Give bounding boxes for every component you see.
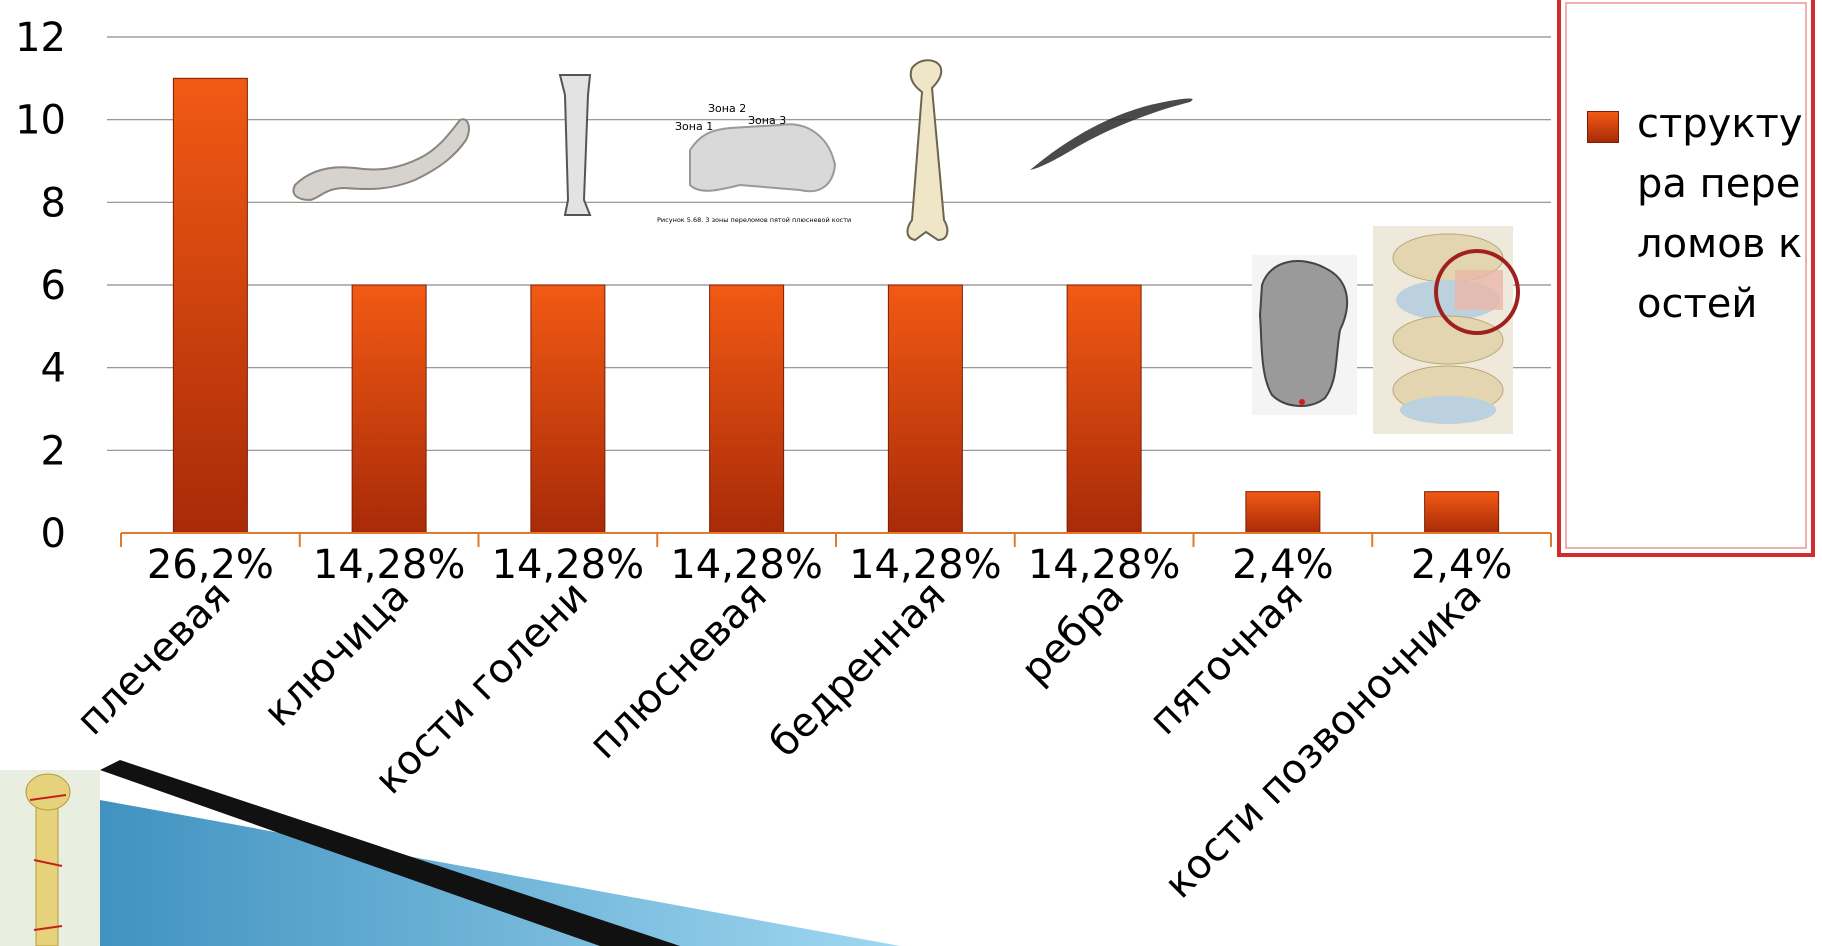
bar	[709, 284, 785, 534]
y-tick-label: 6	[41, 263, 66, 309]
category-label: плюсневая	[580, 573, 775, 768]
humerus-fracture-diagram	[0, 770, 100, 946]
zone2-label: Зона 2	[708, 102, 746, 115]
bar	[351, 284, 427, 534]
femur-illustration	[906, 59, 949, 242]
zone3-label: Зона 3	[748, 114, 786, 127]
legend-label: структура переломов костей	[1637, 101, 1803, 327]
bar	[1066, 284, 1142, 534]
category-label: кости позвоночника	[1156, 573, 1491, 908]
bar	[1424, 491, 1500, 534]
percent-label: 2,4%	[1411, 542, 1513, 588]
percent-label: 14,28%	[492, 542, 645, 588]
slide-decoration	[100, 760, 900, 946]
legend-swatch	[1587, 111, 1619, 143]
percent-label: 26,2%	[147, 542, 274, 588]
percent-label: 14,28%	[849, 542, 1002, 588]
category-label: плечевая	[68, 573, 240, 745]
category-label: ключица	[255, 573, 418, 736]
y-axis-ticks: 0 2 4 6 8 10 12	[15, 15, 66, 557]
y-tick-label: 0	[41, 511, 66, 557]
gridlines	[107, 36, 1551, 451]
figure-caption: Рисунок 5.68. 3 зоны переломов пятой плю…	[657, 216, 851, 224]
category-label: бедренная	[761, 573, 955, 767]
percent-labels: 26,2% 14,28% 14,28% 14,28% 14,28% 14,28% 2,4% 2…	[147, 542, 1513, 588]
bar	[887, 284, 963, 534]
y-tick-label: 8	[41, 180, 66, 226]
percent-label: 2,4%	[1232, 542, 1334, 588]
percent-label: 14,28%	[1028, 542, 1181, 588]
bar	[530, 284, 606, 534]
spine-illustration	[1373, 226, 1520, 434]
x-axis-ticks	[120, 533, 1552, 547]
y-tick-label: 12	[15, 15, 66, 61]
bar	[172, 77, 248, 534]
percent-label: 14,28%	[670, 542, 823, 588]
bar	[1245, 491, 1321, 534]
y-tick-label: 2	[41, 428, 66, 474]
metatarsal-zones-illustration: Зона 1 Зона 2 Зона 3 Рисунок 5.68. 3 зон…	[657, 102, 851, 224]
y-tick-label: 10	[15, 98, 66, 144]
category-label: ребра	[1013, 573, 1134, 694]
percent-label: 14,28%	[313, 542, 466, 588]
legend: структура переломов костей	[1557, 0, 1815, 557]
clavicle-illustration	[292, 118, 470, 202]
zone1-label: Зона 1	[675, 120, 713, 133]
y-tick-label: 4	[41, 346, 66, 392]
calcaneus-illustration	[1252, 255, 1357, 415]
rib-illustration	[1030, 98, 1193, 170]
category-label: пяточная	[1141, 573, 1312, 744]
tibia-illustration	[558, 74, 592, 216]
